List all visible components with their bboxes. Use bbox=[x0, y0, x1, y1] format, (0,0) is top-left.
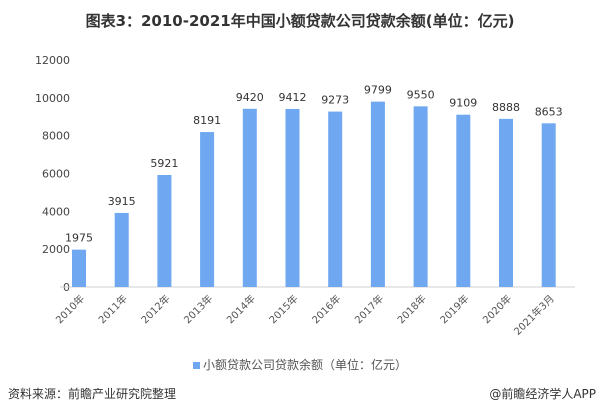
chart-title: 图表3：2010-2021年中国小额贷款公司贷款余额(单位：亿元) bbox=[85, 12, 515, 30]
bar bbox=[370, 101, 385, 287]
data-label: 8888 bbox=[492, 101, 520, 114]
data-label: 9420 bbox=[236, 91, 264, 104]
bar bbox=[328, 111, 343, 287]
bar bbox=[200, 132, 215, 287]
y-tick-label: 6000 bbox=[42, 168, 70, 181]
bar bbox=[72, 249, 86, 287]
bar bbox=[285, 108, 300, 288]
data-label: 5921 bbox=[150, 157, 178, 170]
bar-chart: 02000400060008000100001200019752010年3915… bbox=[35, 54, 575, 338]
bar bbox=[541, 123, 556, 287]
x-tick-label: 2021年3月 bbox=[511, 292, 557, 338]
credit-note: @前瞻经济学人APP bbox=[489, 387, 596, 401]
data-label: 8653 bbox=[535, 105, 563, 118]
source-note: 资料来源：前瞻产业研究院整理 bbox=[8, 387, 177, 401]
y-tick-label: 8000 bbox=[42, 130, 70, 143]
legend-swatch bbox=[192, 362, 200, 369]
x-tick-label: 2017年 bbox=[352, 292, 386, 326]
x-tick-label: 2016年 bbox=[309, 292, 343, 326]
data-label: 9550 bbox=[407, 88, 435, 101]
legend: 小额贷款公司贷款余额（单位：亿元） bbox=[0, 356, 600, 373]
y-tick-label: 12000 bbox=[35, 54, 70, 67]
data-label: 3915 bbox=[108, 195, 136, 208]
data-label: 9273 bbox=[321, 94, 349, 107]
legend-label: 小额贷款公司贷款余额（单位：亿元） bbox=[202, 358, 407, 372]
data-label: 9412 bbox=[279, 91, 307, 104]
x-tick-label: 2010年 bbox=[53, 292, 87, 326]
x-tick-label: 2011年 bbox=[96, 292, 130, 326]
x-tick-label: 2019年 bbox=[437, 292, 471, 326]
data-label: 9799 bbox=[364, 84, 392, 97]
data-label: 9109 bbox=[449, 97, 477, 110]
data-label: 8191 bbox=[193, 114, 221, 127]
y-tick-label: 10000 bbox=[35, 92, 70, 105]
x-tick-label: 2015年 bbox=[266, 292, 300, 326]
bar bbox=[413, 106, 428, 288]
bar bbox=[499, 118, 513, 287]
bar bbox=[157, 174, 172, 287]
data-label: 1975 bbox=[65, 232, 93, 245]
bar bbox=[242, 108, 257, 288]
x-tick-label: 2020年 bbox=[480, 292, 514, 326]
bar bbox=[456, 114, 471, 287]
x-tick-label: 2013年 bbox=[181, 292, 215, 326]
y-tick-label: 4000 bbox=[42, 205, 70, 218]
x-tick-label: 2018年 bbox=[394, 292, 428, 326]
bar bbox=[114, 212, 129, 287]
x-tick-label: 2014年 bbox=[224, 292, 258, 326]
x-tick-label: 2012年 bbox=[138, 292, 172, 326]
y-tick-label: 2000 bbox=[42, 243, 70, 256]
